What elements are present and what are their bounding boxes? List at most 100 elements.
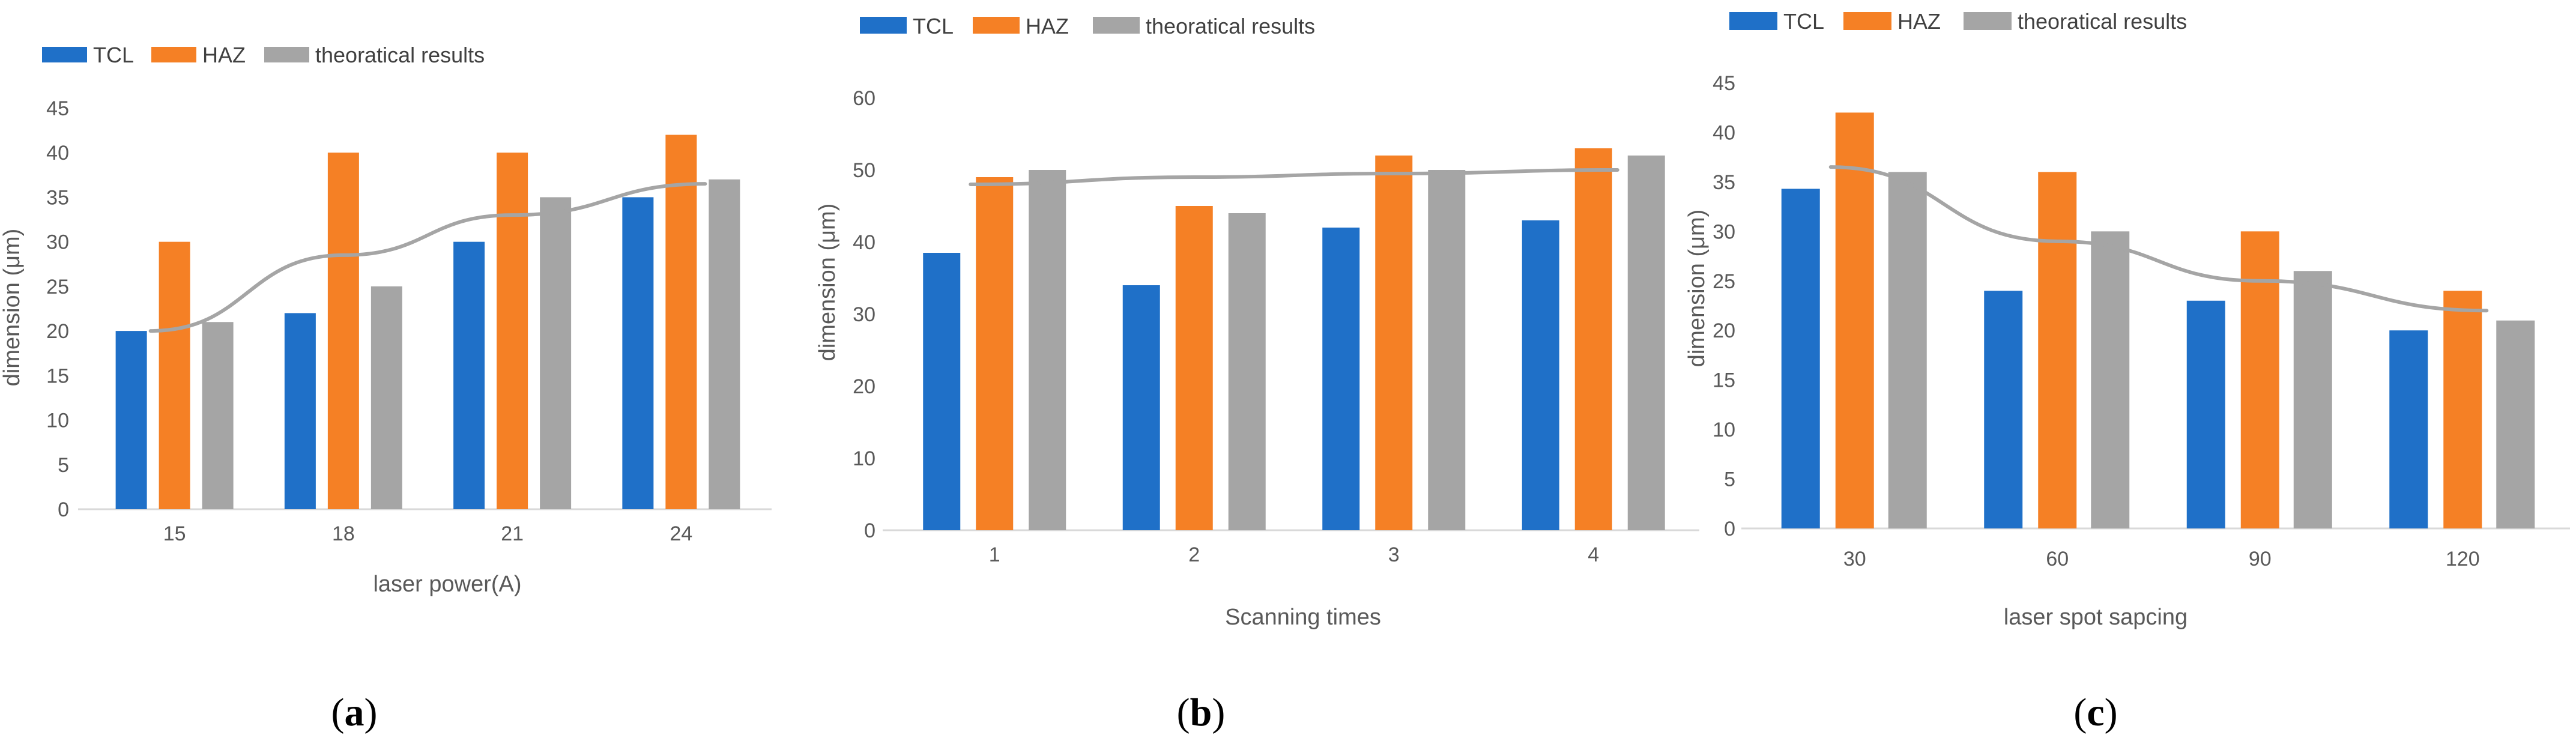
y-tick-label: 10 [853,447,875,470]
legend-swatch-theory [1093,17,1140,34]
caption-letter: a [345,691,364,734]
bar-haz-21 [497,153,528,509]
y-tick-label: 60 [853,87,875,110]
legend: TCL HAZ theoratical results [860,14,1315,38]
y-tick-label: 0 [864,519,875,542]
legend-label-tcl: TCL [93,43,134,67]
caption-a: (a) [331,691,378,734]
y-tick-label: 45 [1713,72,1735,95]
x-tick-label: 120 [2446,548,2480,570]
bar-theory-4 [1627,156,1665,530]
bar-tcl-2 [1122,285,1160,530]
legend-label-haz: HAZ [1026,14,1069,38]
bar-haz-24 [665,135,697,510]
trend-line [1828,165,2489,313]
bar-tcl-21 [453,241,485,509]
bar-tcl-120 [2389,330,2428,528]
x-tick-label: 15 [163,522,186,545]
y-tick-label: 0 [1724,518,1735,540]
y-tick-label: 20 [853,375,875,398]
x-axis-title: Scanning times [1225,605,1381,630]
caption-letter: c [2087,691,2104,734]
legend-label-theory: theoratical results [315,43,485,67]
y-tick-label: 30 [46,231,69,254]
trend-line [969,168,1619,186]
legend-label-tcl: TCL [913,14,954,38]
bar-haz-4 [1574,148,1612,530]
bar-theory-1 [1029,170,1066,530]
bar-haz-120 [2443,291,2482,528]
bar-tcl-30 [1781,189,1820,528]
bar-tcl-60 [1984,291,2023,528]
caption-c: (c) [2073,691,2117,734]
x-tick-label: 30 [1843,548,1866,570]
x-tick-label: 2 [1188,543,1200,566]
y-tick-label: 20 [46,320,69,343]
y-tick-label: 15 [46,364,69,387]
bar-theory-24 [709,179,740,509]
caption-letter: b [1190,691,1212,734]
y-tick-label: 5 [1724,468,1735,491]
bar-theory-30 [1888,172,1927,528]
y-tick-label: 15 [1713,369,1735,392]
bar-theory-3 [1428,170,1466,530]
legend-swatch-theory [264,47,309,62]
y-tick-label: 45 [46,97,69,120]
bar-tcl-4 [1522,220,1559,530]
legend-swatch-haz [973,17,1020,34]
x-axis-title: laser power(A) [373,572,521,597]
bar-theory-90 [2293,271,2332,528]
y-tick-label: 35 [1713,171,1735,194]
y-tick-label: 40 [1713,121,1735,144]
chart-panel-c: TCL HAZ theoratical results dimension (μ… [1684,9,2570,734]
legend-label-tcl: TCL [1783,9,1824,34]
x-tick-label: 90 [2249,548,2272,570]
bar-tcl-1 [923,253,961,530]
y-tick-label: 0 [58,498,69,521]
y-tick-label: 30 [1713,220,1735,243]
bar-theory-2 [1228,213,1266,530]
bar-tcl-24 [622,197,654,509]
bar-haz-3 [1375,156,1413,530]
caption-close-paren: ) [364,691,378,734]
trend-line [148,182,707,333]
bar-haz-18 [327,153,359,509]
bar-haz-2 [1175,206,1213,530]
y-tick-label: 40 [853,231,875,254]
legend-swatch-haz [1843,12,1891,30]
legend-label-haz: HAZ [1897,9,1941,34]
bar-haz-30 [1835,112,1874,528]
legend: TCL HAZ theoratical results [42,43,485,67]
x-tick-label: 18 [332,522,355,545]
x-axis-title: laser spot sapcing [2004,605,2187,630]
legend-swatch-tcl [860,17,907,34]
bar-haz-15 [159,241,190,509]
legend-swatch-haz [151,47,196,62]
y-tick-label: 30 [853,303,875,326]
chart-panel-b: TCL HAZ theoratical results dimension (μ… [815,14,1699,734]
bar-tcl-3 [1322,228,1360,530]
caption-open-paren: ( [2073,691,2087,734]
bar-tcl-90 [2186,300,2225,528]
caption-close-paren: ) [2105,691,2118,734]
legend-label-theory: theoratical results [2018,9,2187,34]
legend-label-theory: theoratical results [1146,14,1315,38]
caption-close-paren: ) [1212,691,1225,734]
y-axis-title: dimension (μm) [815,204,840,361]
y-axis-title: dimension (μm) [0,229,25,387]
y-axis-title: dimension (μm) [1684,210,1710,367]
y-tick-label: 50 [853,159,875,182]
caption-open-paren: ( [331,691,345,734]
x-tick-label: 21 [501,522,524,545]
bar-tcl-15 [115,331,147,509]
legend-swatch-theory [1964,12,2012,30]
y-tick-label: 10 [46,410,69,432]
y-tick-label: 25 [1713,270,1735,293]
y-tick-label: 5 [58,454,69,477]
x-tick-label: 60 [2046,548,2069,570]
bar-theory-18 [370,286,402,509]
chart-panel-a: TCL HAZ theoratical results dimension (μ… [0,43,772,734]
bar-theory-120 [2496,320,2535,528]
bar-theory-60 [2091,231,2130,528]
